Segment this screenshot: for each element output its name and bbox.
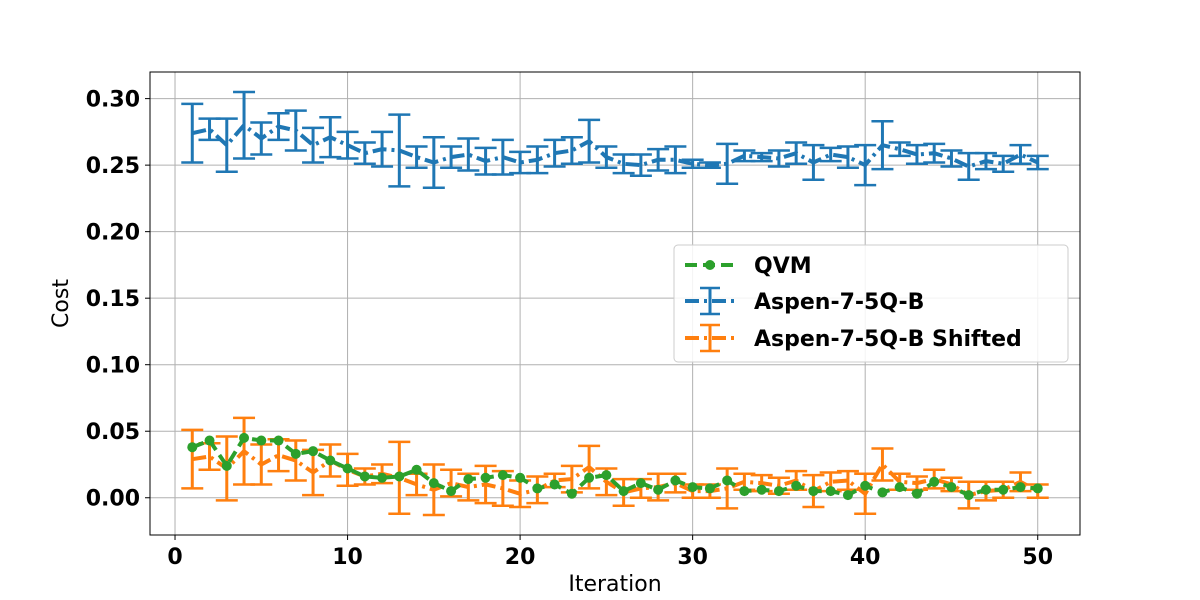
data-point (1032, 483, 1043, 494)
y-tick-label: 0.15 (86, 287, 140, 312)
series-layer (181, 90, 1049, 517)
data-point (256, 435, 267, 446)
tick-layer: 0 10 20 30 40 50 0.00 0.05 0.10 0.15 0.20 0.25 0.30 (86, 88, 1053, 570)
legend: QVM Aspen-7-5Q-B Aspen-7-5Q-B Shifted (673, 244, 1069, 363)
x-tick-label: 20 (505, 545, 536, 570)
data-point (359, 471, 370, 482)
data-point (239, 432, 250, 443)
data-point (290, 448, 301, 459)
data-point (980, 484, 991, 495)
data-point (825, 486, 836, 497)
data-point (515, 472, 526, 483)
data-point (653, 484, 664, 495)
series-2 (181, 416, 1049, 517)
legend-item: Aspen-7-5Q-B (685, 286, 924, 316)
data-point (963, 490, 974, 501)
x-tick-label: 30 (677, 545, 708, 570)
data-point (463, 474, 474, 485)
data-point (497, 470, 508, 481)
y-tick-label: 0.20 (86, 221, 140, 246)
data-point (877, 487, 888, 498)
x-axis-title: Iteration (568, 572, 661, 597)
legend-label: Aspen-7-5Q-B Shifted (754, 327, 1022, 352)
data-point (446, 486, 457, 497)
data-point (929, 476, 940, 487)
data-point (325, 455, 336, 466)
y-tick-label: 0.05 (86, 420, 140, 445)
data-point (911, 488, 922, 499)
data-point (480, 472, 491, 483)
data-point (204, 435, 215, 446)
data-point (946, 482, 957, 493)
data-point (808, 486, 819, 497)
x-tick-label: 10 (332, 545, 363, 570)
x-tick-label: 40 (850, 545, 881, 570)
data-point (773, 486, 784, 497)
data-point (566, 488, 577, 499)
data-point (428, 478, 439, 489)
x-tick-label: 0 (167, 545, 182, 570)
data-point (308, 446, 319, 457)
data-point (549, 479, 560, 490)
y-axis-title: Cost (49, 279, 74, 328)
series-1 (181, 90, 1049, 189)
y-tick-label: 0.10 (86, 354, 140, 379)
data-point (1015, 482, 1026, 493)
legend-label: Aspen-7-5Q-B (754, 290, 924, 315)
data-point (273, 435, 284, 446)
legend-item: QVM (685, 254, 812, 279)
y-tick-label: 0.30 (86, 88, 140, 113)
y-tick-label: 0.00 (86, 487, 140, 512)
data-point (601, 470, 612, 481)
data-point (894, 482, 905, 493)
data-point (998, 484, 1009, 495)
data-point (860, 480, 871, 491)
data-point (411, 464, 422, 475)
data-point (670, 475, 681, 486)
data-point (687, 482, 698, 493)
x-tick-label: 50 (1022, 545, 1053, 570)
data-point (187, 442, 198, 453)
data-point (739, 486, 750, 497)
data-point (532, 483, 543, 494)
plot-frame (149, 71, 1081, 536)
data-point (756, 484, 767, 495)
data-point (842, 490, 853, 501)
data-point (342, 463, 353, 474)
data-point (618, 486, 629, 497)
data-point (635, 478, 646, 489)
data-point (394, 471, 405, 482)
data-point (704, 483, 715, 494)
data-point (791, 480, 802, 491)
series-line (191, 122, 1039, 169)
legend-label: QVM (754, 254, 812, 279)
legend-box (673, 244, 1069, 363)
legend-item: Aspen-7-5Q-B Shifted (685, 323, 1022, 353)
data-point (221, 460, 232, 471)
y-tick-label: 0.25 (86, 154, 140, 179)
series-0 (187, 432, 1043, 501)
legend-swatch-marker (705, 260, 715, 270)
data-point (377, 472, 388, 483)
data-point (722, 475, 733, 486)
data-point (584, 472, 595, 483)
